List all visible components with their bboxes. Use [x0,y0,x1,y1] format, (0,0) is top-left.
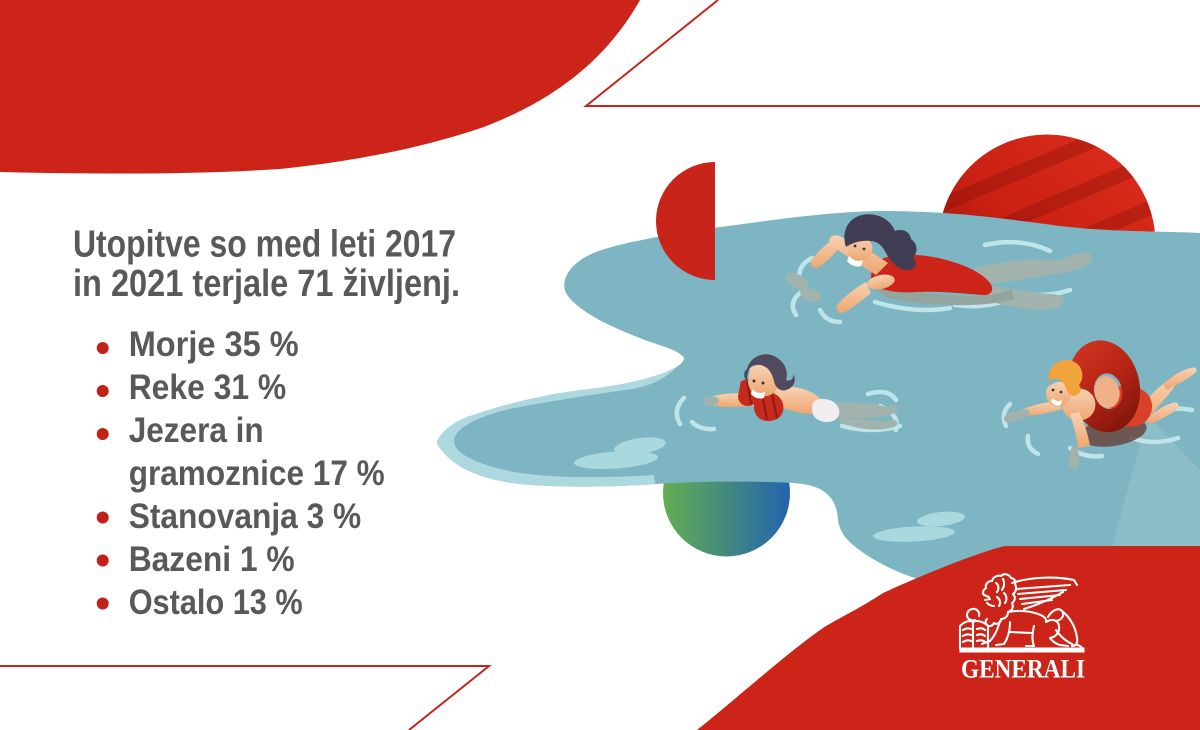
svg-text:gramoznice 17 %: gramoznice 17 % [129,454,385,493]
svg-text:Utopitve so med leti 2017: Utopitve so med leti 2017 [73,222,456,265]
svg-text:Morje 35 %: Morje 35 % [129,325,299,364]
svg-text:in 2021 terjale 71 življenj.: in 2021 terjale 71 življenj. [73,262,460,305]
svg-text:Bazeni 1 %: Bazeni 1 % [129,540,295,579]
svg-text:Reke 31 %: Reke 31 % [129,368,287,407]
svg-text:Jezera in: Jezera in [129,411,264,450]
svg-text:Ostalo 13 %: Ostalo 13 % [129,583,303,622]
svg-text:Stanovanja 3 %: Stanovanja 3 % [129,497,362,536]
svg-text:GENERALI: GENERALI [961,654,1085,684]
